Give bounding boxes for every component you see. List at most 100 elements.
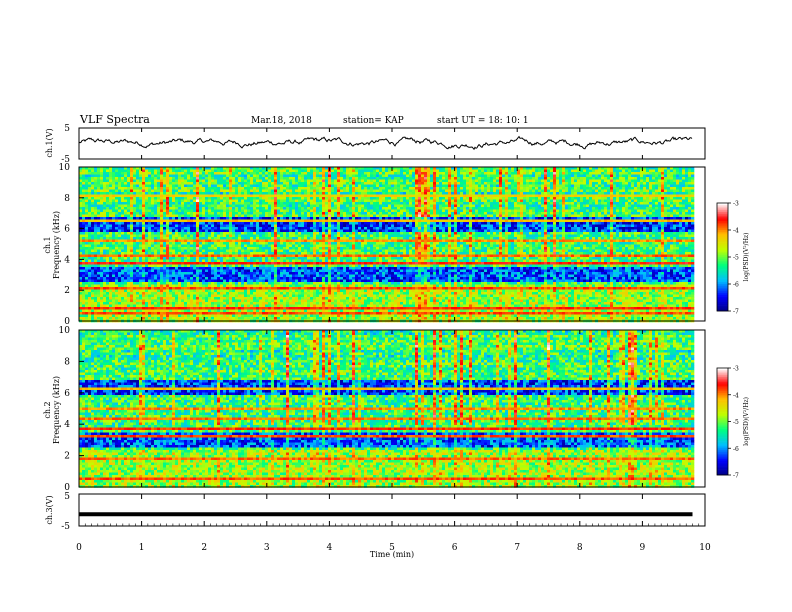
spectrogram-cell (367, 207, 371, 210)
spectrogram-cell (415, 174, 419, 178)
spectrogram-cell (685, 187, 689, 190)
spectrogram-cell (160, 219, 164, 223)
spectrogram-cell (622, 212, 626, 215)
spectrogram-cell (298, 204, 302, 208)
spectrogram-cell (367, 214, 371, 218)
spectrogram-cell (100, 199, 104, 203)
spectrogram-cell (214, 194, 218, 198)
spectrogram-cell (619, 202, 623, 205)
spectrogram-cell (226, 167, 230, 170)
spectrogram-cell (454, 224, 458, 228)
spectrogram-cell (499, 182, 503, 185)
spectrogram-cell (349, 214, 353, 218)
spectrogram-cell (172, 172, 176, 175)
spectrogram-cell (223, 192, 227, 195)
spectrogram-cell (412, 194, 416, 198)
spectrogram-cell (478, 192, 482, 195)
spectrogram-cell (400, 192, 404, 195)
spectrogram-cell (199, 174, 203, 178)
spectrogram-cell (391, 172, 395, 175)
spectrogram-cell (337, 214, 341, 218)
spectrogram-cell (205, 174, 209, 178)
spectrogram-cell (532, 189, 536, 193)
spectrogram-cell (457, 192, 461, 195)
spectrogram-cell (613, 214, 617, 218)
spectrogram-cell (316, 194, 320, 198)
spectrogram-cell (616, 184, 620, 188)
spectrogram-cell (286, 214, 290, 218)
spectrogram-cell (142, 172, 146, 175)
spectrogram-cell (565, 167, 569, 170)
spectrogram-cell (580, 169, 584, 173)
spectrogram-cell (691, 192, 695, 195)
spectrogram-cell (412, 174, 416, 178)
spectrogram-cell (250, 182, 254, 185)
spectrogram-cell (679, 222, 683, 225)
spectrogram-cell (133, 204, 137, 208)
spectrogram-cell (580, 212, 584, 215)
spectrogram-cell (250, 212, 254, 215)
spectrogram-cell (148, 209, 152, 213)
spectrogram-cell (661, 194, 665, 198)
spectrogram-cell (472, 224, 476, 228)
spectrogram-cell (163, 214, 167, 218)
spectrogram-cell (262, 169, 266, 173)
spectrogram-cell (529, 217, 533, 220)
spectrogram-cell (310, 169, 314, 173)
spectrogram-cell (190, 194, 194, 198)
spectrogram-cell (445, 194, 449, 198)
spectrogram-cell (442, 169, 446, 173)
spectrogram-cell (565, 187, 569, 190)
spectrogram-cell (205, 182, 209, 185)
spectrogram-cell (559, 167, 563, 170)
spectrogram-cell (679, 199, 683, 203)
spectrogram-cell (202, 192, 206, 195)
spectrogram-cell (403, 184, 407, 188)
spectrogram-cell (511, 177, 515, 180)
spectrogram-cell (202, 227, 206, 230)
spectrogram-cell (601, 199, 605, 203)
spectrogram-cell (685, 202, 689, 205)
spectrogram-cell (457, 167, 461, 170)
spectrogram-cell (682, 167, 686, 170)
spectrogram-cell (244, 187, 248, 190)
spectrogram-cell (610, 169, 614, 173)
spectrogram-cell (478, 224, 482, 228)
spectrogram-cell (334, 222, 338, 225)
spectrogram-cell (232, 224, 236, 228)
spectrogram-cell (439, 214, 443, 218)
spectrogram-cell (178, 209, 182, 213)
spectrogram-cell (667, 214, 671, 218)
spectrogram-cell (232, 217, 236, 220)
spectrogram-cell (673, 222, 677, 225)
spectrogram-cell (448, 194, 452, 198)
spectrogram-cell (448, 174, 452, 178)
spectrogram-cell (340, 207, 344, 210)
spectrogram-cell (610, 167, 614, 170)
spectrogram-cell (661, 169, 665, 173)
spectrogram-cell (121, 207, 125, 210)
spectrogram-cell (214, 222, 218, 225)
spectrogram-cell (658, 172, 662, 175)
spectrogram-cell (121, 214, 125, 218)
spectrogram-cell (190, 184, 194, 188)
spectrogram-cell (217, 174, 221, 178)
spectrogram-cell (424, 177, 428, 180)
spectrogram-cell (580, 184, 584, 188)
spectrogram-cell (169, 217, 173, 220)
spectrogram-cell (169, 224, 173, 228)
spectrogram-cell (205, 194, 209, 198)
spectrogram-cell (574, 197, 578, 200)
ch1-spectrogram-image (79, 167, 695, 323)
spectrogram-cell (538, 202, 542, 205)
spectrogram-cell (217, 202, 221, 205)
spectrogram-cell (334, 219, 338, 223)
spectrogram-cell (148, 227, 152, 230)
spectrogram-cell (211, 194, 215, 198)
spectrogram-cell (391, 169, 395, 173)
spectrogram-cell (220, 187, 224, 190)
spectrogram-cell (400, 202, 404, 205)
spectrogram-cell (316, 187, 320, 190)
spectrogram-cell (616, 212, 620, 215)
spectrogram-cell (328, 179, 332, 183)
